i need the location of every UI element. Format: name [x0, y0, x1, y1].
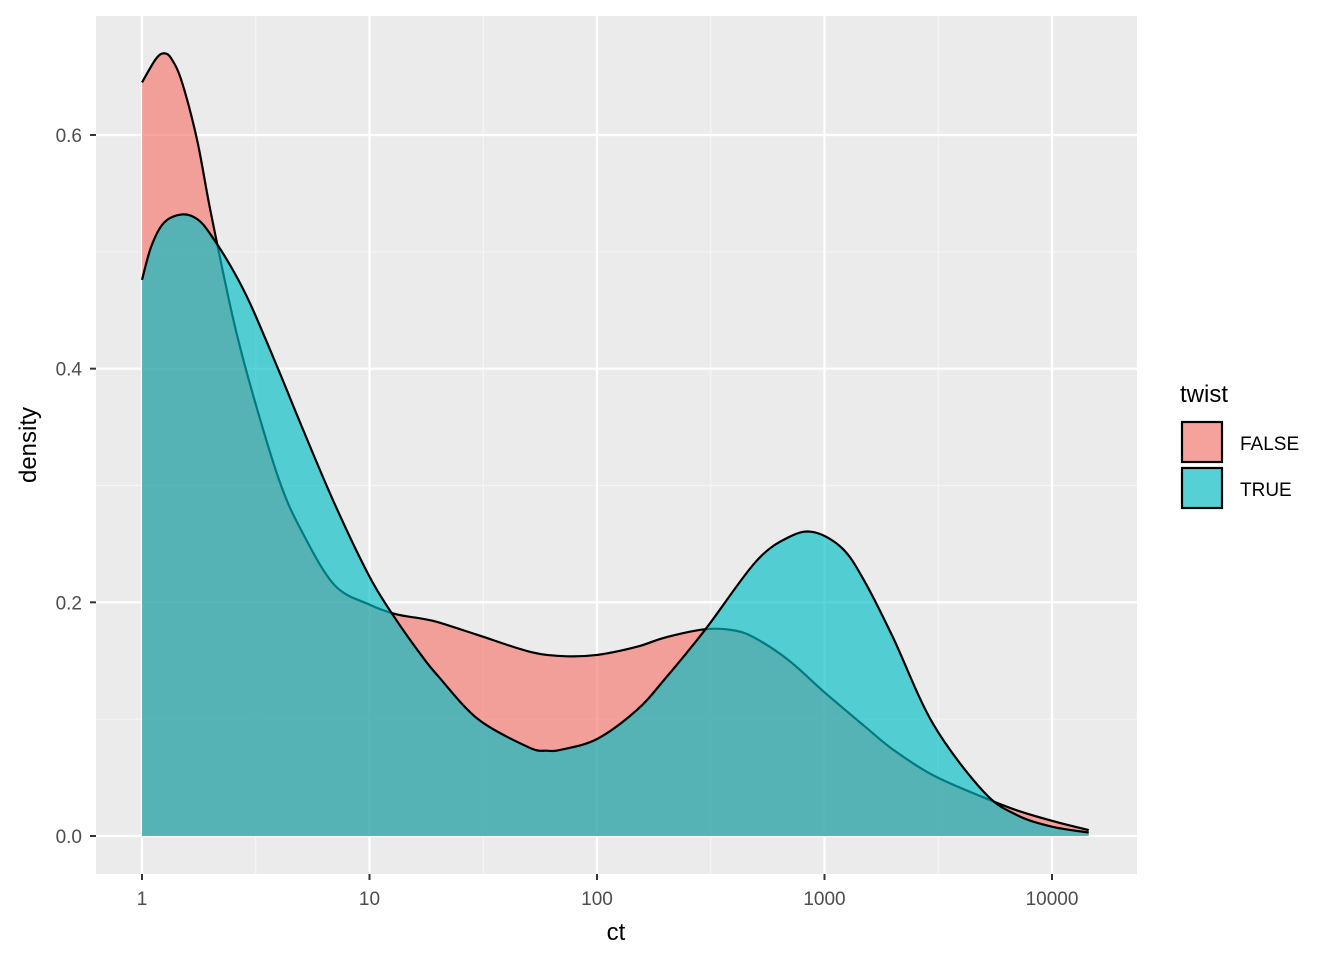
legend-title: twist: [1180, 381, 1228, 408]
x-tick-label: 100: [581, 889, 613, 910]
x-axis-title: ct: [607, 919, 626, 946]
density-areas: [140, 52, 1089, 837]
x-tick-label: 1000: [803, 889, 845, 910]
x-tick-label: 10000: [1026, 889, 1079, 910]
density-line-true: [140, 213, 1089, 834]
y-tick-label: 0.6: [56, 126, 82, 147]
legend-swatch-false: [1180, 420, 1224, 464]
legend-swatch-true: [1180, 466, 1224, 510]
x-tick-label: 1: [137, 889, 148, 910]
x-tick-label: 10: [359, 889, 380, 910]
legend-keys: FALSE TRUE: [1180, 420, 1299, 510]
grid-minor: [96, 16, 1137, 874]
y-axis: 0.0 0.2 0.4 0.6: [56, 126, 96, 848]
legend-label-false: FALSE: [1240, 434, 1299, 455]
y-tick-label: 0.0: [56, 827, 82, 848]
x-axis: 1 10 100 1000 10000: [137, 874, 1079, 910]
y-tick-label: 0.4: [56, 360, 83, 381]
y-axis-title: density: [15, 407, 42, 483]
y-tick-label: 0.2: [56, 593, 82, 614]
density-area-true: [142, 214, 1089, 837]
legend-label-true: TRUE: [1240, 480, 1292, 501]
legend: twist FALSE TRUE: [1180, 381, 1299, 510]
